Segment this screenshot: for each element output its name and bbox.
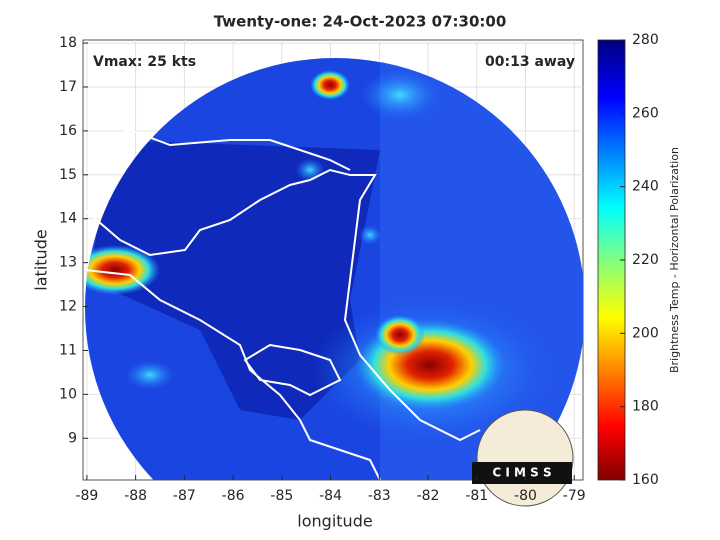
x-tick-label: -88 <box>124 488 147 504</box>
y-tick-label: 16 <box>59 123 77 139</box>
annotation: Vmax: 25 kts <box>93 54 196 70</box>
x-tick-label: -81 <box>465 488 488 504</box>
y-tick-label: 13 <box>59 255 77 271</box>
colorbar-tick-label: 220 <box>632 252 659 268</box>
y-tick-label: 12 <box>59 299 77 315</box>
colorbar-tick-label: 160 <box>632 472 659 488</box>
y-tick-label: 14 <box>59 211 77 227</box>
y-tick-label: 15 <box>59 167 77 183</box>
logo-text: C I M S S <box>492 466 551 480</box>
colorbar-tick-label: 280 <box>632 32 659 48</box>
colorbar-tick-label: 260 <box>632 105 659 121</box>
y-tick-label: 18 <box>59 35 77 51</box>
x-axis-label: longitude <box>297 512 372 531</box>
x-tick-label: -85 <box>270 488 293 504</box>
y-tick-label: 10 <box>59 386 77 402</box>
satellite-image <box>84 58 583 480</box>
y-tick-label: 17 <box>59 79 77 95</box>
x-tick-label: -89 <box>75 488 98 504</box>
y-tick-label: 9 <box>68 430 77 446</box>
x-tick-label: -83 <box>368 488 391 504</box>
chart-title: Twenty-one: 24-Oct-2023 07:30:00 <box>214 13 507 31</box>
x-tick-label: -79 <box>563 488 586 504</box>
y-axis-label: latitude <box>32 229 51 290</box>
x-tick-label: -84 <box>319 488 342 504</box>
y-tick-label: 11 <box>59 342 77 358</box>
logo: C I M S S <box>472 409 574 507</box>
colorbar-tick-label: 240 <box>632 179 659 195</box>
x-tick-label: -82 <box>417 488 440 504</box>
colorbar-tick-label: 180 <box>632 399 659 415</box>
colorbar-tick-label: 200 <box>632 325 659 341</box>
annotation: 00:13 away <box>485 54 575 70</box>
colorbar-label: Brightness Temp - Horizontal Polarizatio… <box>668 147 681 373</box>
x-tick-label: -80 <box>514 488 537 504</box>
x-tick-label: -87 <box>173 488 196 504</box>
x-tick-label: -86 <box>222 488 245 504</box>
